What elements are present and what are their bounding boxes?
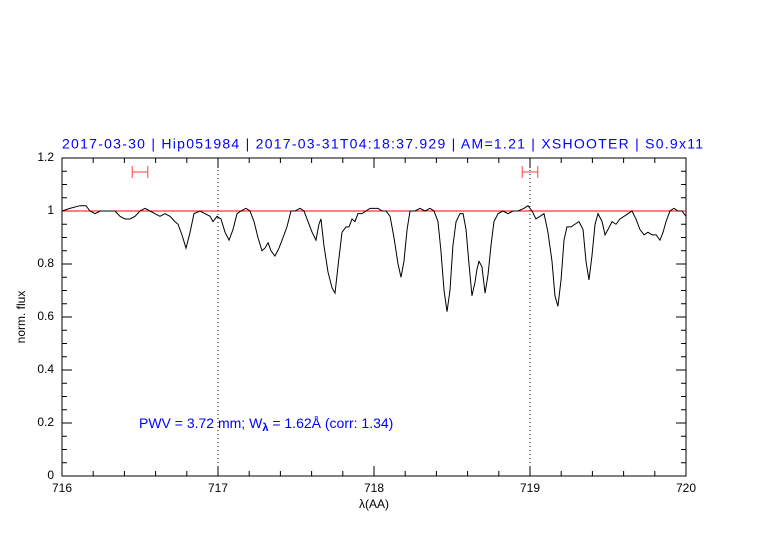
y-tick-label: 1 bbox=[47, 203, 54, 217]
y-tick-label: 0.4 bbox=[37, 362, 54, 376]
x-tick-label: 719 bbox=[520, 481, 540, 495]
y-tick-label: 0.6 bbox=[37, 309, 54, 323]
y-axis-label: norm. flux bbox=[14, 291, 28, 344]
x-tick-label: 717 bbox=[208, 481, 228, 495]
x-axis-label: λ(AA) bbox=[359, 497, 389, 511]
chart-title: 2017-03-30 | Hip051984 | 2017-03-31T04:1… bbox=[62, 136, 703, 152]
y-tick-label: 0 bbox=[47, 468, 54, 482]
y-tick-label: 0.2 bbox=[37, 415, 54, 429]
y-tick-label: 0.8 bbox=[37, 256, 54, 270]
annotation: PWV = 3.72 mm; Wλ = 1.62Å (corr: 1.34) bbox=[139, 415, 393, 434]
spectrum-line bbox=[61, 205, 687, 312]
x-tick-label: 718 bbox=[364, 481, 384, 495]
annotation-text: PWV = 3.72 mm; W bbox=[139, 415, 263, 431]
x-tick-label: 716 bbox=[52, 481, 72, 495]
annotation-subscript: λ bbox=[262, 422, 268, 434]
y-tick-label: 1.2 bbox=[37, 150, 54, 164]
annotation-text: = 1.62Å (corr: 1.34) bbox=[268, 415, 393, 431]
x-tick-label: 720 bbox=[676, 481, 696, 495]
